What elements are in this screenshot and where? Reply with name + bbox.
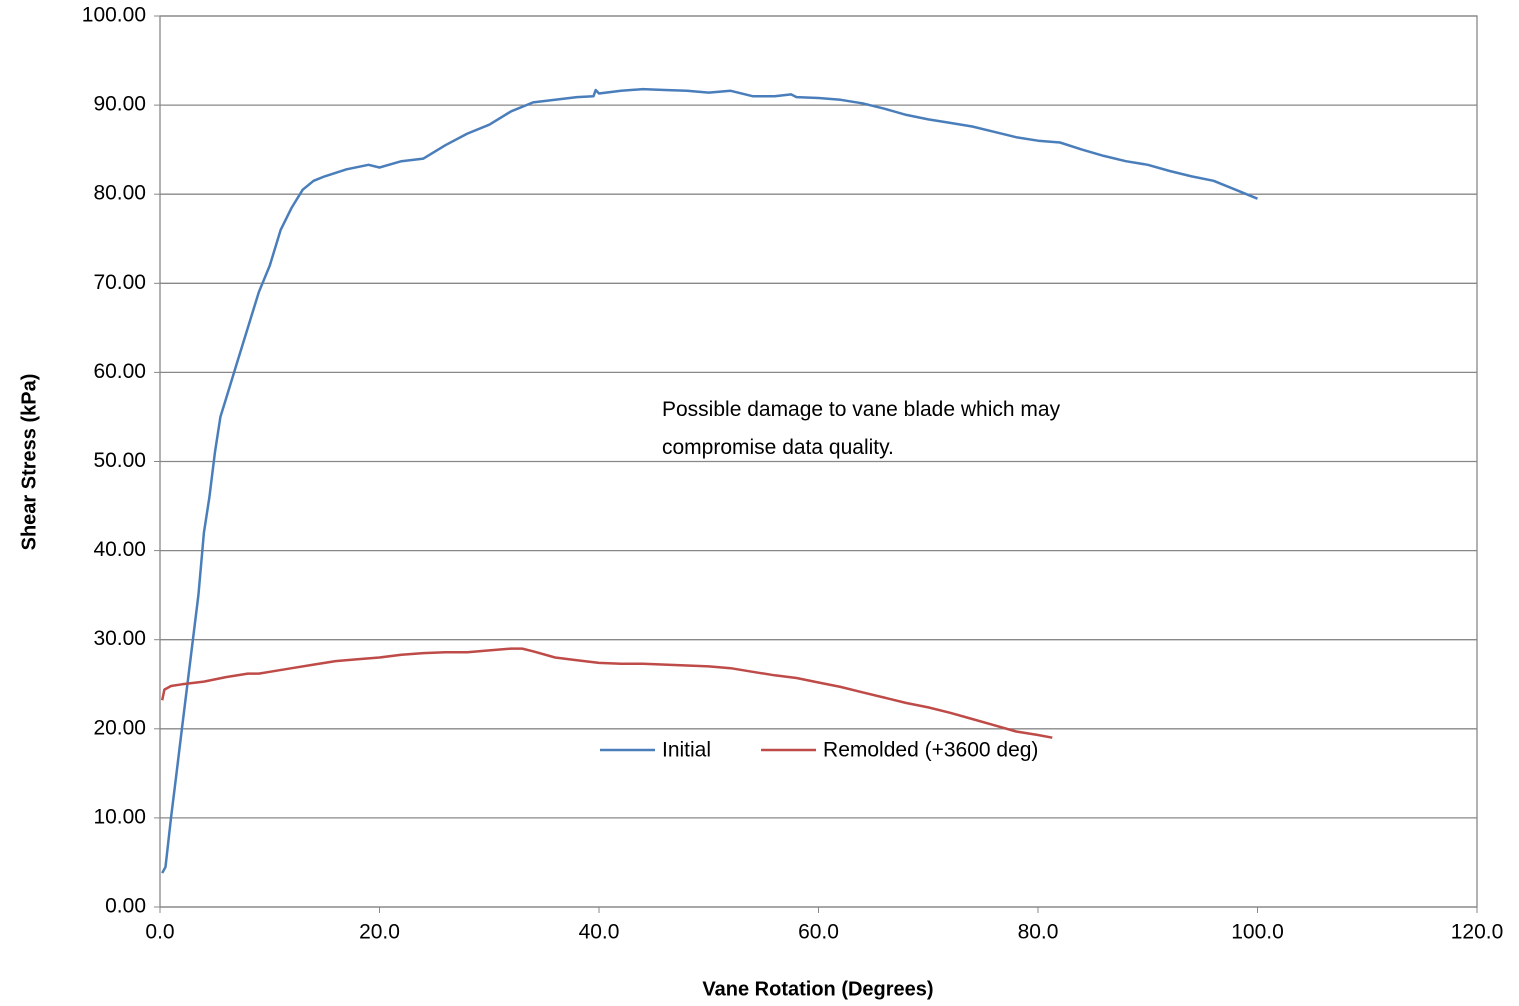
y-tick-label: 40.00	[93, 538, 146, 561]
annotation: Possible damage to vane blade which may c…	[662, 398, 1061, 459]
y-tick-label: 100.00	[82, 4, 146, 27]
y-tick-label: 90.00	[93, 93, 146, 116]
annotation-line: Possible damage to vane blade which may	[662, 398, 1061, 421]
y-tick-label: 50.00	[93, 449, 146, 472]
x-tick-label: 0.0	[145, 921, 174, 944]
x-tick-label: 120.0	[1451, 921, 1504, 944]
y-tick-label: 20.00	[93, 716, 146, 739]
data-line	[161, 87, 1258, 874]
y-axis-title: Shear Stress (kPa)	[18, 374, 40, 551]
x-tick-label: 40.0	[579, 921, 620, 944]
x-tick-label: 80.0	[1018, 921, 1059, 944]
data-line	[160, 647, 1053, 739]
y-tick-label: 10.00	[93, 805, 146, 828]
y-tick-label: 0.00	[105, 895, 146, 918]
x-axis-title: Vane Rotation (Degrees)	[702, 978, 933, 1000]
y-tick-label: 60.00	[93, 360, 146, 383]
x-tick-label: 60.0	[798, 921, 839, 944]
x-tick-label: 100.0	[1231, 921, 1284, 944]
x-tick-label: 20.0	[359, 921, 400, 944]
y-tick-label: 30.00	[93, 627, 146, 650]
y-tick-label: 80.00	[93, 182, 146, 205]
legend-label: Remolded (+3600 deg)	[823, 739, 1038, 762]
legend-label: Initial	[662, 739, 711, 762]
annotation-line: compromise data quality.	[662, 436, 894, 459]
y-tick-label: 70.00	[93, 271, 146, 294]
